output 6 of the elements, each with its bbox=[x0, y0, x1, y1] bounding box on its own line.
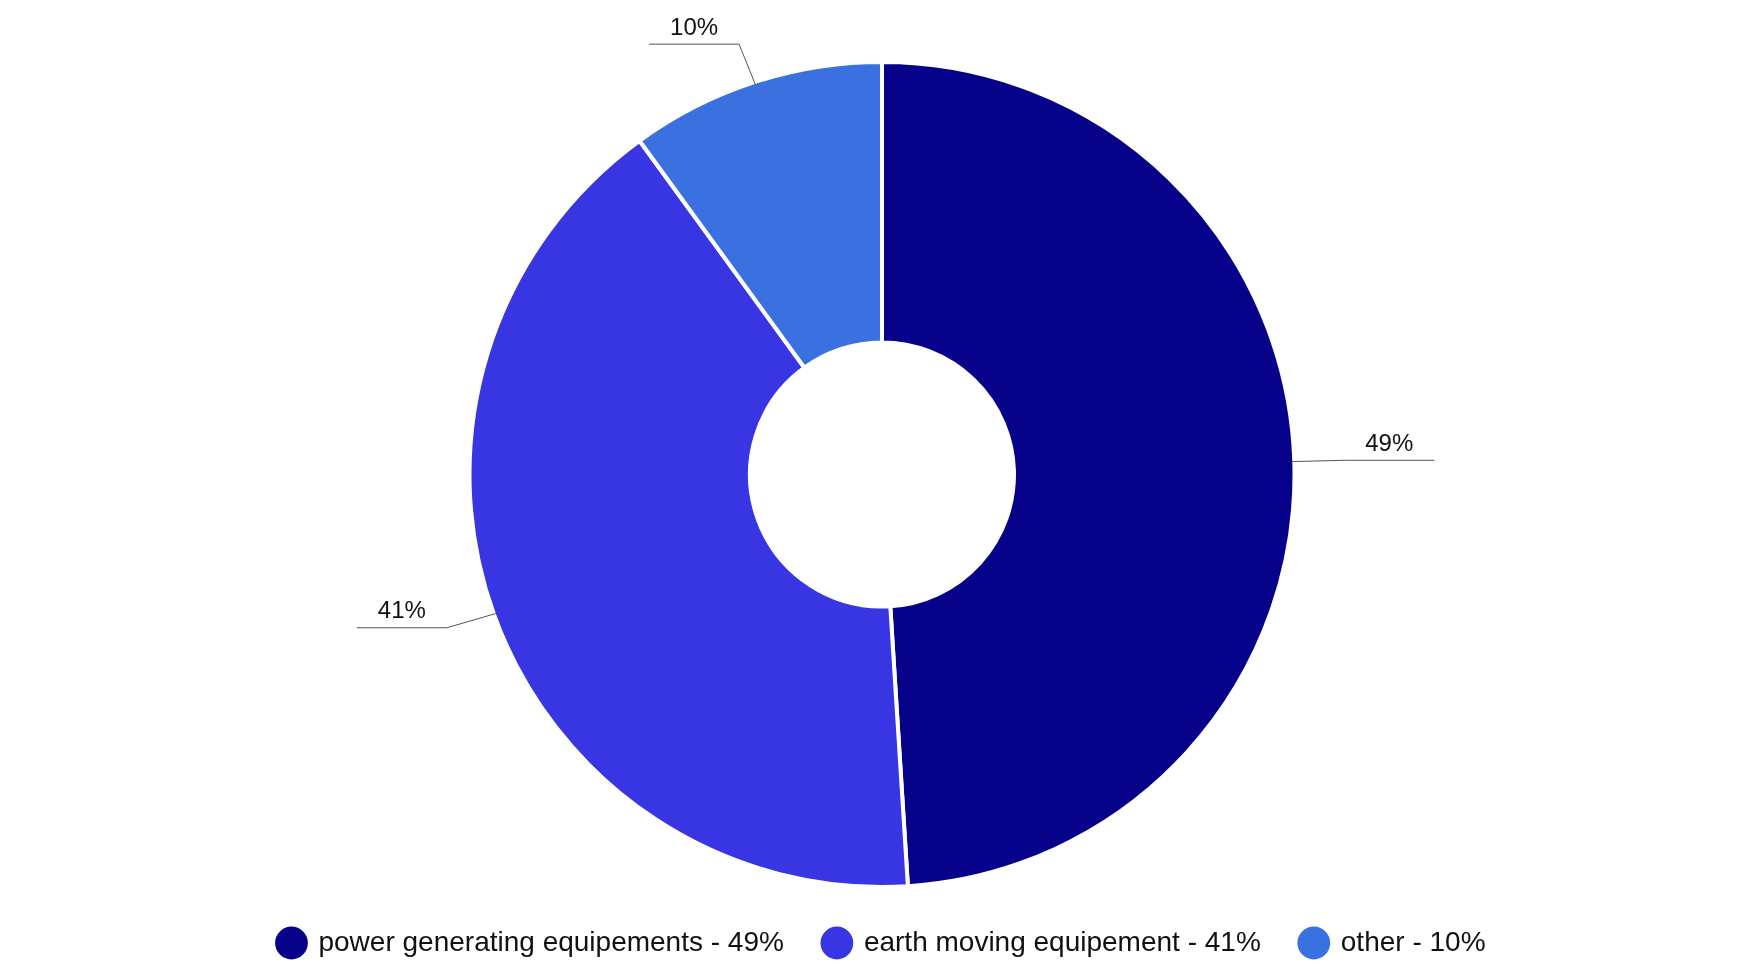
legend-label: earth moving equipement - 41% bbox=[863, 925, 1261, 957]
legend-label: other - 10% bbox=[1340, 925, 1486, 957]
data-label: 49% bbox=[1365, 428, 1414, 456]
data-label: 41% bbox=[377, 596, 426, 624]
legend-label: power generating equipements - 49% bbox=[318, 925, 784, 957]
data-label: 10% bbox=[670, 12, 719, 40]
